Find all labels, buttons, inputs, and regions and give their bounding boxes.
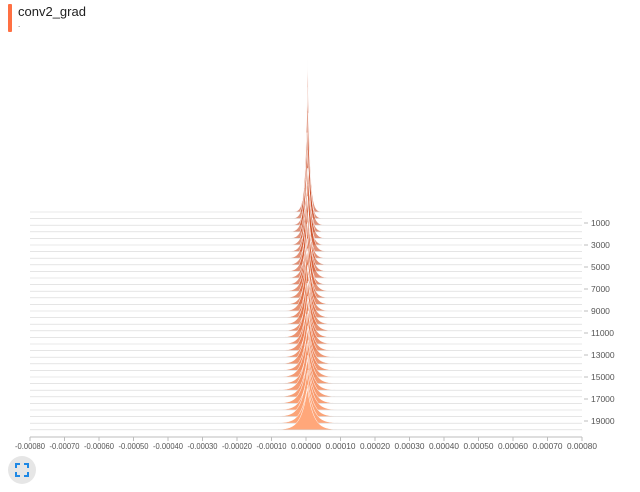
step-axis: 1000 3000 5000 7000 9000 11000 13000 15000 17000… [584,218,615,426]
card-accent-bar [8,4,12,32]
x-tick-label: 0.00010 [326,441,356,451]
distribution-step-600 [29,87,583,219]
x-tick-label: -0.00030 [188,441,218,451]
x-tick-label: -0.00050 [119,441,149,451]
fullscreen-icon [15,463,29,477]
card-header: conv2_grad . [8,4,86,32]
x-tick-label: -0.00020 [222,441,252,451]
step-tick-label: 7000 [591,284,610,294]
x-tick-label: 0.00040 [429,441,459,451]
x-tick-label: 0.00050 [464,441,494,451]
x-tick-label: -0.00040 [153,441,183,451]
step-tick-label: 5000 [591,262,610,272]
title-block: conv2_grad . [18,4,86,30]
step-tick-label: 17000 [591,394,615,404]
step-tick-label: 11000 [591,328,614,338]
step-tick-label: 3000 [591,240,610,250]
distribution-step-1800 [29,132,583,233]
step-tick-label: 15000 [591,372,615,382]
x-tick-label: -0.00060 [84,441,114,451]
x-tick-label: -0.00010 [257,441,287,451]
x-axis: -0.00080 -0.00070 -0.00060 -0.00050 -0.00040… [15,436,597,451]
step-tick-label: 1000 [591,218,610,228]
x-tick-label: 0.00030 [395,441,425,451]
x-tick-label: -0.00070 [50,441,80,451]
step-tick-label: 13000 [591,350,615,360]
card-subtitle: . [18,20,21,29]
x-tick-label: 0.00080 [567,441,597,451]
x-tick-label: -0.00080 [15,441,45,451]
distribution-step-5400 [29,196,583,272]
card-title: conv2_grad [18,4,86,19]
distribution-layers [29,59,583,431]
step-tick-label: 9000 [591,306,610,316]
step-tick-label: 19000 [591,416,615,426]
x-tick-label: 0.00000 [291,441,321,451]
x-tick-label: 0.00070 [533,441,563,451]
x-tick-label: 0.00020 [360,441,390,451]
x-tick-label: 0.00060 [498,441,528,451]
expand-button[interactable] [8,456,36,484]
